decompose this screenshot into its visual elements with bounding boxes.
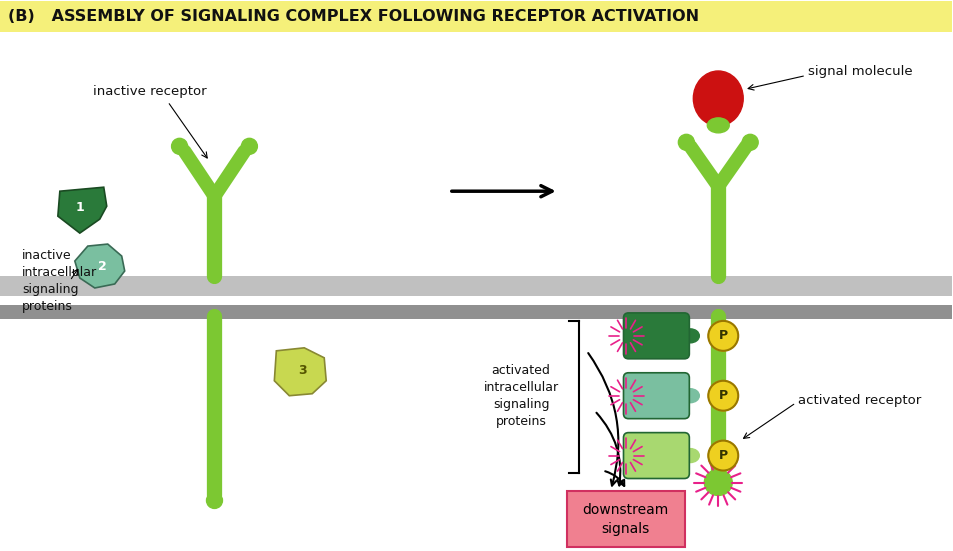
- Circle shape: [707, 381, 738, 410]
- Ellipse shape: [693, 71, 742, 126]
- Ellipse shape: [703, 469, 732, 495]
- Ellipse shape: [680, 449, 699, 462]
- Ellipse shape: [206, 493, 222, 509]
- Bar: [0, 305, 951, 319]
- Text: (B)   ASSEMBLY OF SIGNALING COMPLEX FOLLOWING RECEPTOR ACTIVATION: (B) ASSEMBLY OF SIGNALING COMPLEX FOLLOW…: [8, 9, 699, 24]
- Polygon shape: [58, 187, 107, 233]
- Bar: [0, 1, 951, 31]
- Text: activated
intracellular
signaling
proteins: activated intracellular signaling protei…: [483, 364, 558, 428]
- Text: 1: 1: [75, 201, 84, 214]
- Text: P: P: [718, 449, 727, 462]
- Ellipse shape: [706, 118, 728, 133]
- Circle shape: [172, 138, 188, 154]
- Circle shape: [741, 134, 758, 150]
- Ellipse shape: [680, 388, 699, 403]
- Circle shape: [707, 441, 738, 471]
- Circle shape: [241, 138, 257, 154]
- FancyBboxPatch shape: [623, 433, 689, 478]
- Text: P: P: [718, 329, 727, 342]
- Text: signal molecule: signal molecule: [807, 65, 912, 78]
- Text: 2: 2: [98, 260, 107, 273]
- Ellipse shape: [680, 329, 699, 343]
- Text: inactive
intracellular
signaling
proteins: inactive intracellular signaling protein…: [22, 249, 97, 313]
- Circle shape: [678, 134, 694, 150]
- Text: 3: 3: [297, 364, 306, 377]
- Text: P: P: [718, 389, 727, 402]
- Circle shape: [707, 321, 738, 351]
- FancyBboxPatch shape: [623, 313, 689, 359]
- Text: inactive receptor: inactive receptor: [92, 85, 206, 98]
- FancyBboxPatch shape: [623, 373, 689, 419]
- Text: downstream
signals: downstream signals: [581, 503, 668, 536]
- Polygon shape: [74, 244, 125, 288]
- FancyBboxPatch shape: [566, 491, 684, 547]
- Text: activated receptor: activated receptor: [798, 394, 921, 407]
- Bar: [0, 276, 951, 296]
- Polygon shape: [274, 348, 326, 396]
